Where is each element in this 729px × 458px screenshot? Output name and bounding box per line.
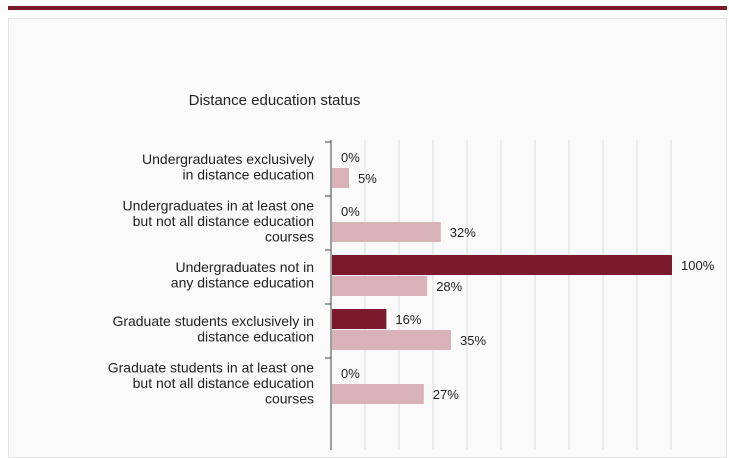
data-label: 16% <box>395 312 421 327</box>
category-label: Graduate students in at least one <box>108 359 314 375</box>
category-label: courses <box>265 228 314 244</box>
bar <box>332 309 387 329</box>
category-label: in distance education <box>182 167 314 183</box>
data-label: 100% <box>681 258 715 273</box>
bar <box>332 384 424 404</box>
data-label: 27% <box>433 387 459 402</box>
data-label: 32% <box>450 225 476 240</box>
bar <box>332 330 451 350</box>
category-label: Undergraduates exclusively <box>142 151 314 167</box>
data-label: 35% <box>460 333 486 348</box>
category-label: Graduate students exclusively in <box>112 313 314 329</box>
data-label: 28% <box>436 279 462 294</box>
bar <box>332 222 441 242</box>
category-label: any distance education <box>171 275 314 291</box>
chart-title: Distance education status <box>188 92 361 109</box>
data-label: 0% <box>341 366 360 381</box>
bar <box>332 255 672 275</box>
category-label: distance education <box>197 329 314 345</box>
data-label: 5% <box>358 171 377 186</box>
category-label: courses <box>265 390 314 406</box>
category-label: but not all distance education <box>133 213 314 229</box>
category-label: but not all distance education <box>133 375 314 391</box>
bar <box>332 276 428 296</box>
data-label: 0% <box>341 204 360 219</box>
category-label: Undergraduates in at least one <box>123 197 315 213</box>
bar <box>332 168 349 188</box>
category-label: Undergraduates not in <box>175 259 314 275</box>
data-label: 0% <box>341 150 360 165</box>
top-accent-rule <box>8 6 727 10</box>
